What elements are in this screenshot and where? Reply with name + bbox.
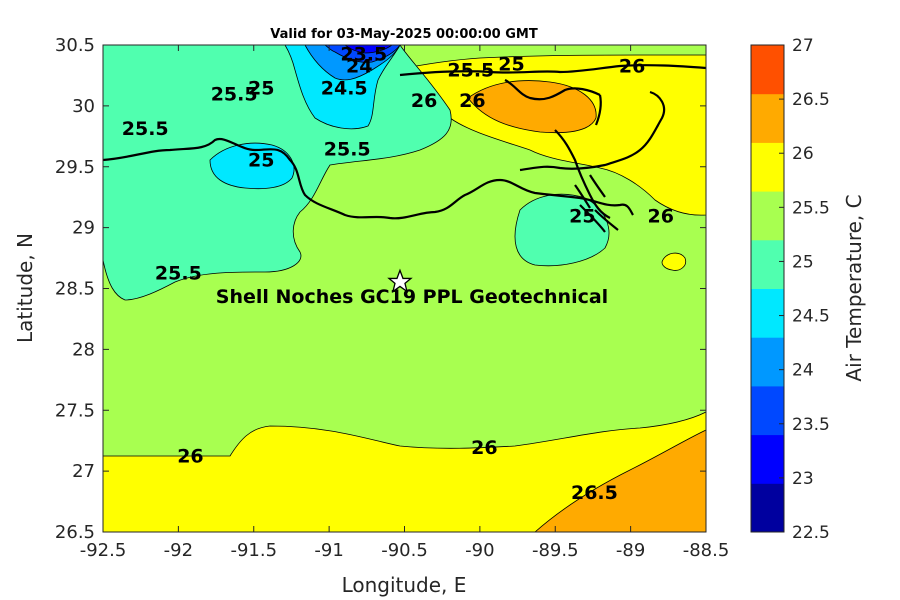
coastline-east	[519, 90, 666, 172]
contour-label: 25.5	[155, 263, 202, 285]
band-24.5-25-west	[209, 142, 295, 190]
contour-label: 26	[411, 90, 437, 112]
coastline-chandeleur	[594, 94, 602, 126]
colorbar-segment	[751, 45, 784, 95]
x-tick-label: -90.5	[381, 540, 428, 561]
band-26-small-blob	[661, 252, 687, 271]
colorbar-tick-label: 25.5	[792, 198, 830, 218]
x-axis-label: Longitude, E	[342, 573, 467, 597]
colorbar-segment	[751, 483, 784, 533]
colorbar-segment	[751, 288, 784, 338]
contour-label: 26.5	[571, 482, 618, 504]
colorbar-tick-label: 22.5	[792, 523, 830, 543]
contour-label: 25.5	[122, 118, 169, 140]
colorbar-tick-label: 24	[792, 361, 814, 381]
colorbar-tick-label: 23	[792, 469, 814, 489]
colorbar-frame	[750, 44, 785, 533]
x-tick-label: -91	[314, 540, 343, 561]
y-tick-label: 28	[72, 339, 95, 360]
colorbar-segment	[751, 142, 784, 192]
contour-label: 25.5	[447, 59, 494, 81]
y-tick-label: 29.5	[55, 157, 95, 178]
x-tick-label: -92	[164, 540, 193, 561]
colorbar-tick-label: 23.5	[792, 415, 830, 435]
coastline-main	[103, 137, 634, 220]
colorbar-label: Air Temperature, C	[842, 194, 866, 381]
x-tick-label: -88.5	[683, 540, 730, 561]
colorbar-tick-label: 26.5	[792, 90, 830, 110]
contour-label: 26	[648, 205, 674, 227]
band-23-23.5	[344, 45, 393, 54]
coastline-marsh	[579, 204, 619, 233]
colorbar-ticks: 22.5 23 23.5 24 24.5 25 25.5 26 26.5 27	[779, 36, 830, 543]
y-tick-label: 28.5	[55, 279, 95, 300]
y-axis-ticks: 26.5 27 27.5 28 28.5 29 29.5 30 30.5	[55, 35, 706, 543]
annotation-text: Shell Noches GC19 PPL Geotechnical	[216, 286, 608, 308]
contour-label: 25	[498, 53, 524, 75]
y-tick-label: 29	[72, 218, 95, 239]
colorbar-tick-label: 26	[792, 144, 814, 164]
colorbar-tick-label: 24.5	[792, 307, 830, 327]
contour-label: 26	[177, 445, 203, 467]
contour-label: 26	[459, 90, 485, 112]
y-axis-label: Latitude, N	[13, 233, 37, 343]
contour-label: 25.5	[324, 138, 371, 160]
colorbar-segment	[751, 191, 784, 241]
colorbar-segment	[751, 337, 784, 387]
x-tick-label: -92.5	[80, 540, 127, 561]
contour-label: 25	[248, 78, 274, 100]
y-tick-label: 27.5	[55, 400, 95, 421]
y-tick-label: 27	[72, 461, 95, 482]
contour-label: 23.5	[340, 44, 387, 66]
coastline-northshore	[504, 79, 601, 101]
colorbar-segment	[751, 239, 784, 289]
x-tick-label: -89	[616, 540, 645, 561]
coastline-north	[399, 64, 706, 77]
plot-title: Valid for 03-May-2025 00:00:00 GMT	[270, 27, 538, 42]
contour-label: 26	[619, 56, 645, 78]
colorbar-segment	[751, 93, 784, 143]
colorbar	[751, 45, 784, 533]
colorbar-segment	[751, 385, 784, 436]
band-25-25.5-east	[514, 193, 610, 267]
coastline	[103, 64, 706, 233]
contour-label: 24	[346, 56, 372, 78]
contour-label: 25	[248, 149, 274, 171]
y-tick-label: 30.5	[55, 35, 95, 56]
contour-label: 25.5	[211, 84, 258, 106]
band-26.5-27-pocket	[467, 80, 597, 134]
coastline-delta	[554, 129, 611, 219]
band-26.5-27-southeast	[534, 429, 706, 532]
colorbar-segment	[751, 434, 784, 484]
x-axis-ticks: -92.5 -92 -91.5 -91 -90.5 -90 -89.5 -89 -88.5	[80, 45, 730, 561]
x-tick-label: -90	[465, 540, 494, 561]
x-tick-label: -91.5	[230, 540, 277, 561]
y-tick-label: 30	[72, 96, 95, 117]
colorbar-tick-label: 25	[792, 252, 814, 272]
contour-label: 25	[569, 205, 595, 227]
site-star-marker	[387, 268, 413, 293]
x-tick-label: -89.5	[532, 540, 579, 561]
y-tick-label: 26.5	[55, 522, 95, 543]
colorbar-tick-label: 27	[792, 36, 814, 56]
contour-label: 26	[471, 437, 497, 459]
contour-label: 24.5	[321, 78, 368, 100]
band-26-26.5-south	[103, 411, 706, 532]
